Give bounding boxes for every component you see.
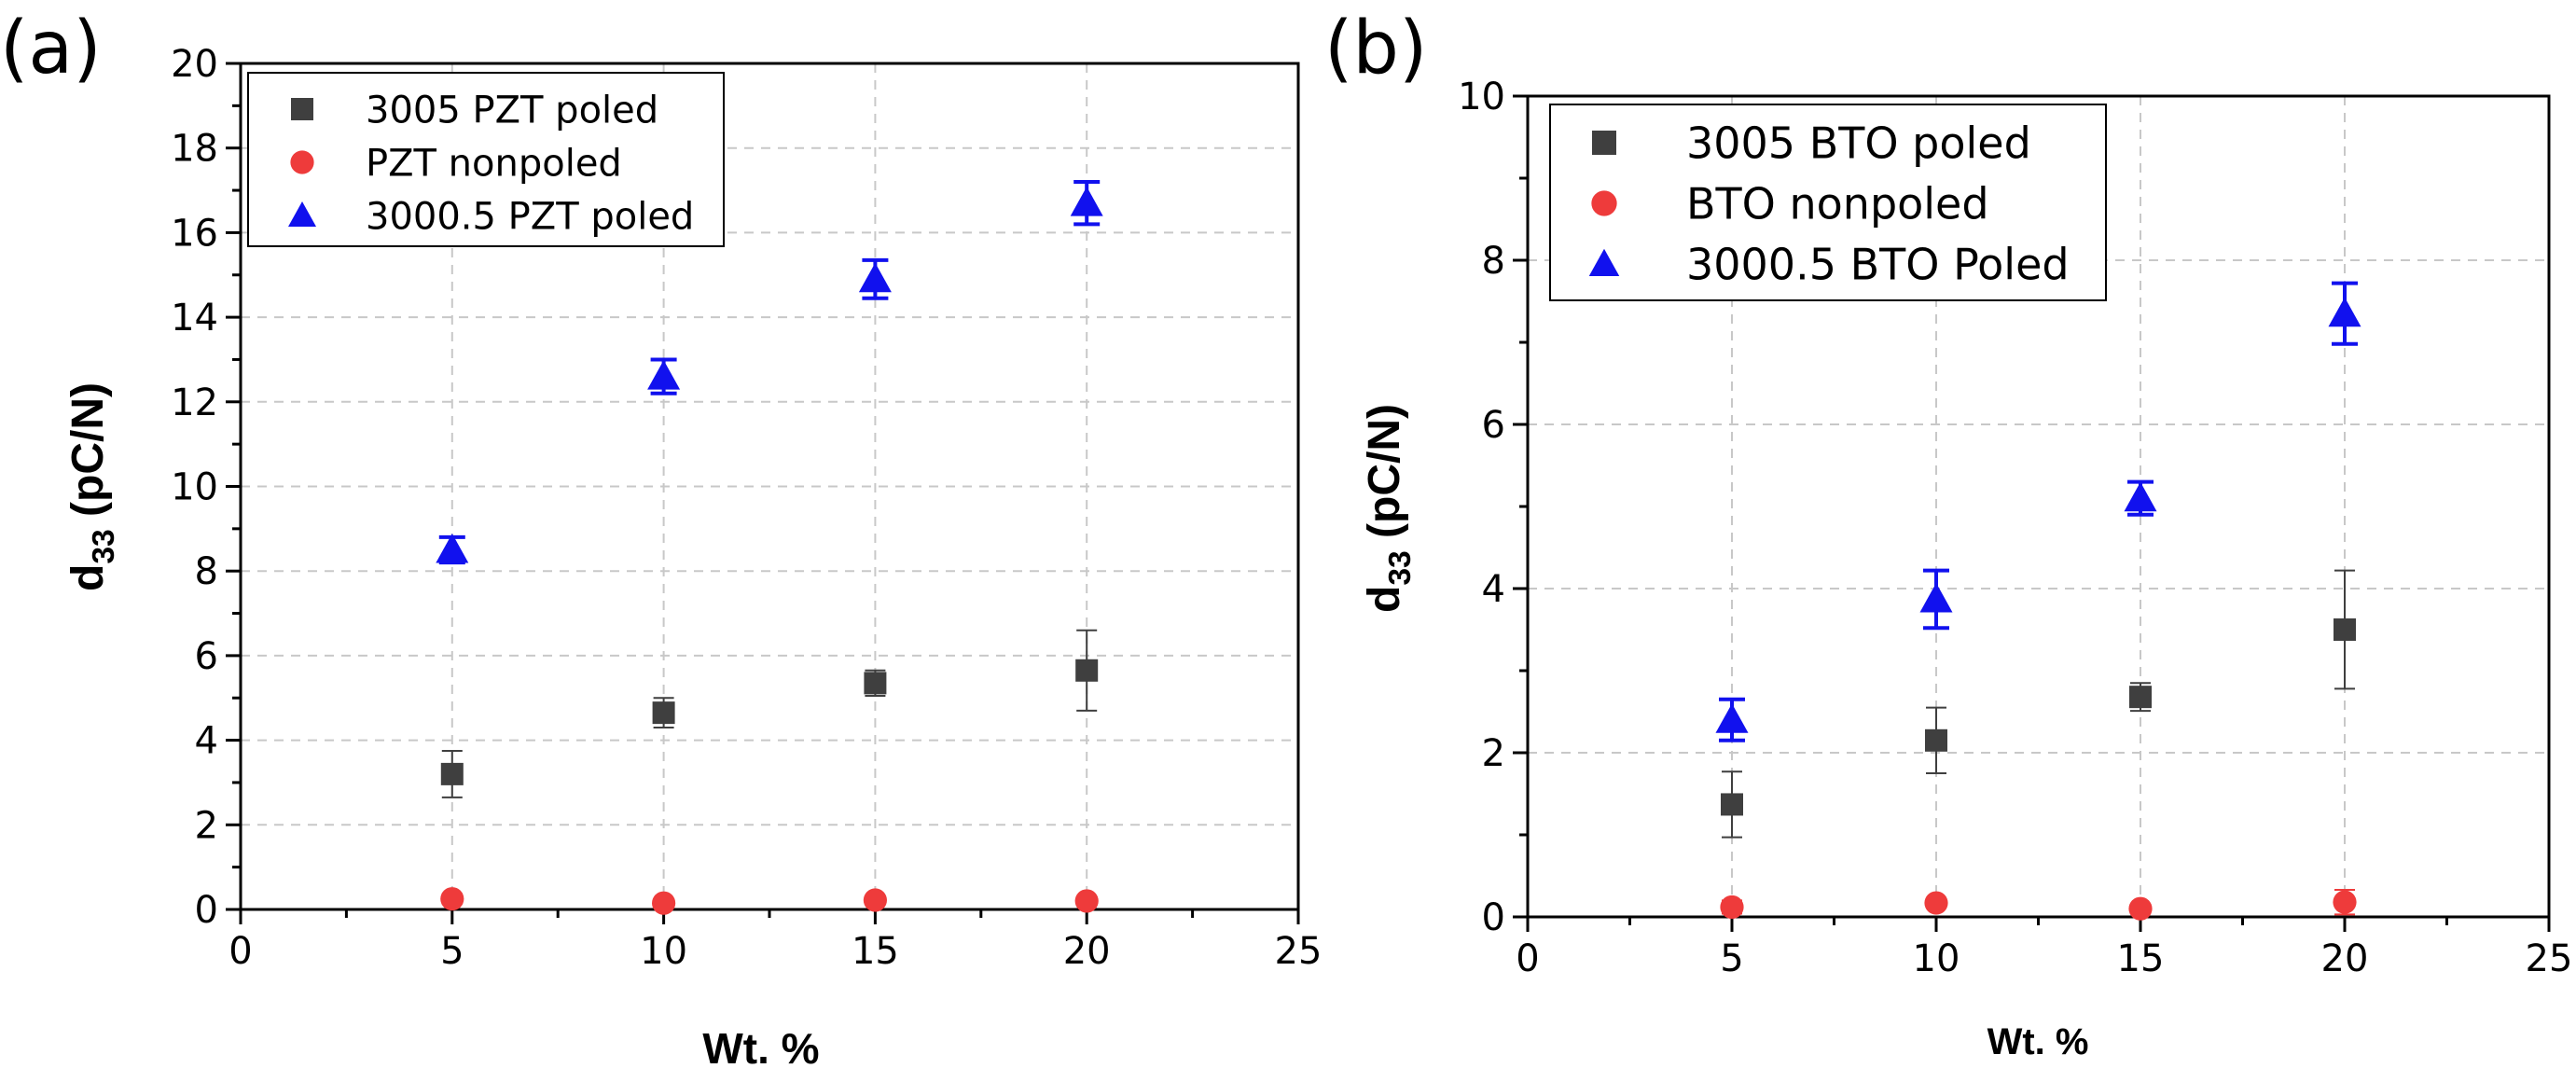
x-tick-label: 5 [440,930,464,973]
y-tick-label: 12 [171,381,218,424]
series-1 [1721,569,2356,839]
data-point [863,888,888,912]
x-tick-label: 10 [640,930,687,973]
y-axis-title-subscript: 33 [87,529,121,563]
y-tick-label: 10 [1458,76,1505,118]
x-tick-label: 0 [1516,937,1539,980]
y-axis-title-unit: (pC/N) [63,382,113,529]
legend-marker [291,98,313,120]
legend-marker [288,201,316,227]
y-tick-label: 10 [171,466,218,509]
series-2 [440,887,1099,915]
y-axis-title-unit: (pC/N) [1360,404,1409,550]
legend-box [247,72,725,247]
data-point [440,762,464,785]
data-point [1721,793,1743,816]
data-point [647,360,681,390]
data-point [1919,582,1953,613]
y-tick-label: 14 [171,297,218,340]
y-axis-title-main: d [1360,586,1409,613]
x-tick-label: 25 [2526,937,2573,980]
x-axis-title: Wt. % [702,1024,819,1073]
y-axis-title: d33 (pC/N) [63,382,121,591]
legend-box [1549,104,2107,301]
y-tick-label: 20 [171,43,218,86]
y-tick-label: 4 [195,720,218,763]
y-tick-label: 18 [171,128,218,171]
data-point [858,262,892,293]
y-tick-label: 2 [1482,732,1505,775]
legend-label: 3005 BTO poled [1686,118,2031,169]
data-point [1075,659,1099,682]
data-point [1720,895,1744,920]
x-axis-title: Wt. % [1987,1021,2089,1062]
y-tick-label: 6 [195,635,218,678]
data-point [2333,890,2357,914]
x-tick-label: 15 [2117,937,2165,980]
data-point [1924,891,1948,915]
series-3 [1715,281,2361,742]
data-point [2328,297,2361,327]
legend-marker [1588,248,1620,276]
panel-label: (a) [0,7,102,90]
panel-a-chart: 0 5 10 15 20 25 0 2 4 6 8 10 12 14 16 18 20 (a) Wt. % d33 (… [0,7,1322,1073]
series-2 [1720,888,2357,921]
series-1 [440,629,1099,798]
legend-marker [1591,190,1617,216]
legend: 3005 PZT poled PZT nonpoled 3000.5 PZT pol… [247,72,725,247]
data-point [440,887,464,911]
legend-label: 3005 PZT poled [366,89,658,132]
data-point [1925,728,1947,752]
series-3 [436,179,1103,565]
y-tick-label: 8 [1482,240,1505,283]
legend-label: 3000.5 BTO Poled [1686,240,2070,290]
data-point [864,672,887,695]
y-axis-title-main: d [63,564,113,591]
x-tick-label: 15 [852,930,899,973]
data-point [652,891,676,915]
y-tick-label: 6 [1482,404,1505,447]
legend: 3005 BTO poled BTO nonpoled 3000.5 BTO Pol… [1549,104,2107,301]
data-point [2128,896,2153,921]
x-tick-label: 20 [2321,937,2369,980]
panel-b-chart: 0 5 10 15 20 25 0 2 4 6 8 10 (b) Wt. % d33 (pC/N) 3005 … [1324,7,2572,1062]
x-tick-label: 5 [1720,937,1743,980]
data-point [2129,686,2152,709]
data-point [1074,889,1099,913]
legend-label: 3000.5 PZT poled [366,195,694,238]
y-axis-title: d33 (pC/N) [1360,404,1418,613]
legend-label: BTO nonpoled [1686,179,1989,229]
legend-marker [1592,131,1616,155]
x-tick-label: 25 [1275,930,1323,973]
y-tick-label: 16 [171,212,218,255]
y-tick-label: 4 [1482,568,1505,611]
data-point [436,534,469,563]
data-point [652,701,675,725]
panel-label: (b) [1324,7,1427,90]
legend-marker [290,150,314,174]
data-point [2334,618,2356,641]
y-tick-label: 0 [1482,896,1505,939]
x-tick-label: 0 [229,930,252,973]
data-point [1715,703,1749,733]
data-point [2124,481,2157,512]
y-axis-title-subscript: 33 [1383,550,1418,585]
x-tick-label: 10 [1913,937,1960,980]
y-tick-label: 8 [195,550,218,593]
x-tick-label: 20 [1063,930,1111,973]
legend-label: PZT nonpoled [366,142,622,185]
y-tick-label: 0 [195,889,218,932]
y-tick-label: 2 [195,804,218,847]
data-point [1070,187,1103,216]
